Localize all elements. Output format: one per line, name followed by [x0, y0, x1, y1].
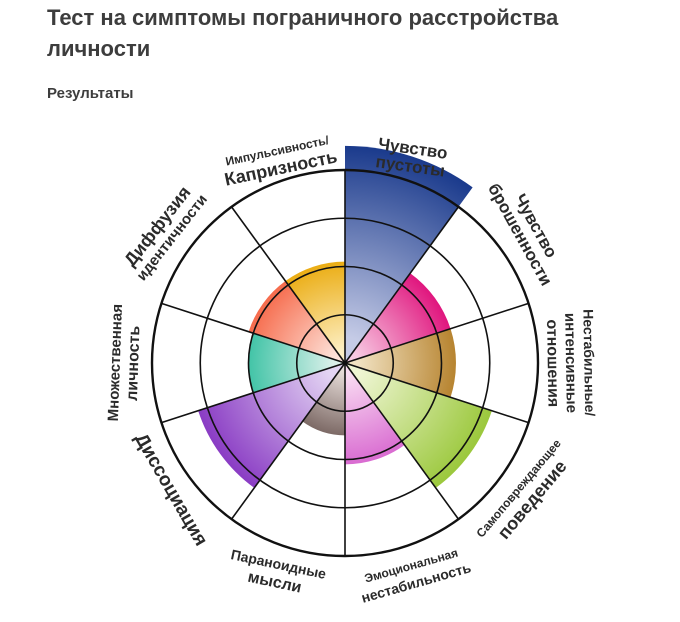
sector-label-line: Нестабильные/ [580, 309, 598, 416]
grid-spoke [344, 362, 529, 424]
sector-label-line: Множественная [105, 304, 126, 422]
sector-9 [248, 281, 345, 363]
grid-spoke [230, 206, 346, 364]
grid-spoke [344, 302, 529, 364]
grid-spoke [344, 206, 460, 364]
grid-spoke [161, 302, 346, 364]
grid-spoke [161, 362, 346, 424]
sector-label-line: личность [124, 325, 144, 401]
sector-2 [345, 273, 451, 363]
sector-6 [302, 363, 345, 436]
grid-spoke [344, 362, 460, 520]
sector-5 [345, 363, 405, 465]
sector-3 [345, 328, 456, 398]
sector-label-line: отношения [543, 319, 562, 407]
page-title: Тест на симптомы пограничного расстройст… [47, 5, 559, 61]
sector-label-line: интенсивные [561, 313, 580, 413]
sector-1 [345, 145, 473, 363]
sector-10 [285, 261, 345, 363]
results-heading: Результаты [47, 85, 134, 102]
grid-spoke [230, 362, 346, 520]
grid-layer [150, 168, 540, 558]
